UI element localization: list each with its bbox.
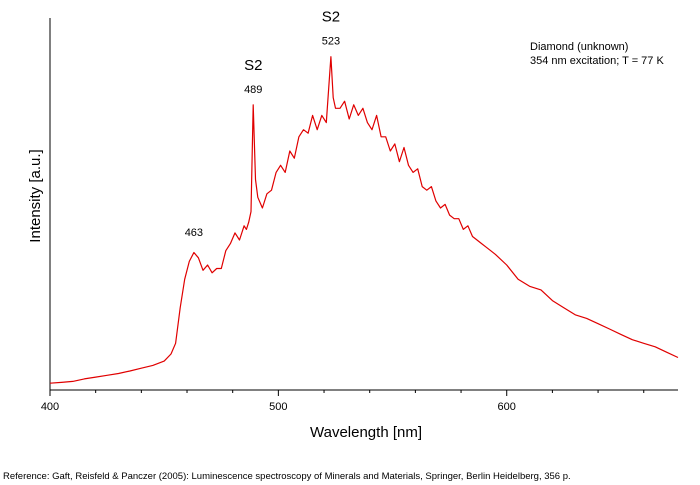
legend-line-sample: Diamond (unknown) — [530, 41, 628, 53]
reference-note: Reference: Gaft, Reisfeld & Panczer (200… — [3, 471, 571, 482]
peak-wavelength-label: 489 — [244, 84, 262, 96]
x-axis-ticks: 400 500 600 — [41, 390, 645, 413]
peak-center-tag: S2 — [244, 57, 262, 74]
x-tick-label: 400 — [41, 401, 59, 413]
peak-center-tag: S2 — [322, 9, 340, 26]
x-axis-title: Wavelength [nm] — [310, 424, 422, 441]
spectrum-series-line — [49, 56, 679, 384]
x-tick-label: 600 — [498, 401, 516, 413]
x-tick-label: 500 — [269, 401, 287, 413]
y-axis-title: Intensity [a.u.] — [27, 149, 44, 242]
peak-annotations: 463 489 S2 523 S2 — [185, 9, 340, 239]
legend-line-conditions: 354 nm excitation; T = 77 K — [530, 55, 664, 67]
chart-axes — [49, 18, 678, 391]
peak-wavelength-label: 523 — [322, 36, 340, 48]
peak-wavelength-label: 463 — [185, 227, 203, 239]
